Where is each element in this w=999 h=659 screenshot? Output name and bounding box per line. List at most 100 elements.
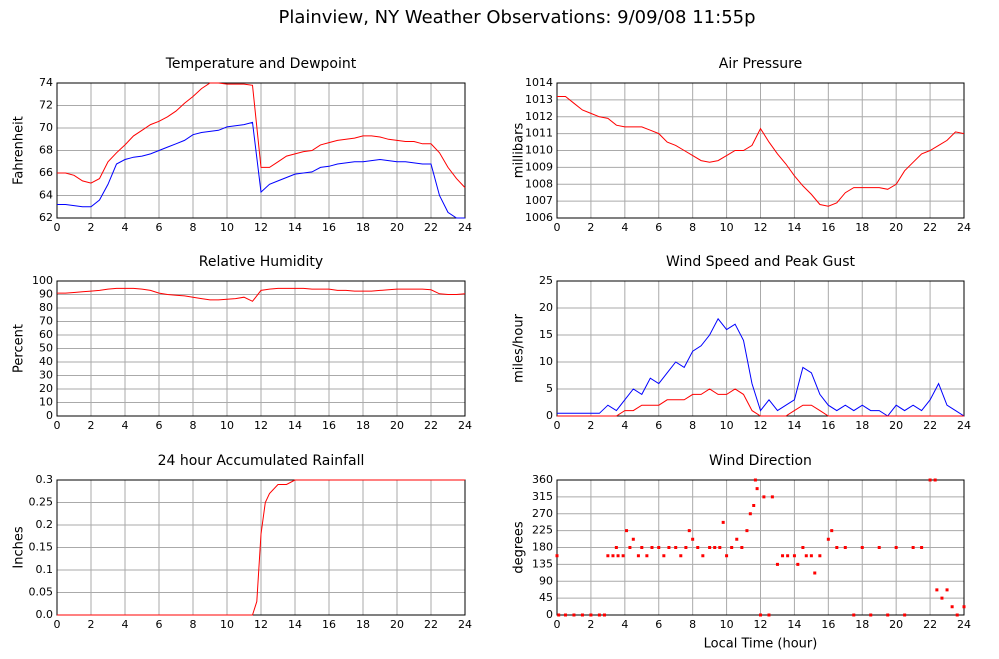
- x-tick-label: 6: [655, 419, 662, 432]
- y-tick-label: 100: [32, 274, 53, 287]
- y-axis-label: degrees: [512, 521, 527, 574]
- y-tick-label: 1009: [525, 160, 553, 173]
- data-line: [57, 479, 465, 616]
- x-tick-label: 4: [122, 419, 129, 432]
- x-tick-label: 8: [190, 618, 197, 631]
- x-tick-label: 6: [655, 618, 662, 631]
- data-line: [57, 82, 466, 188]
- y-tick-label: 1011: [525, 127, 553, 140]
- x-tick-label: 0: [554, 618, 561, 631]
- x-tick-label: 18: [356, 618, 370, 631]
- data-point: [748, 512, 752, 516]
- chart: Temperature and DewpointFahrenheit626466…: [12, 56, 473, 234]
- x-tick-label: 8: [190, 419, 197, 432]
- x-tick-label: 12: [254, 618, 268, 631]
- data-point: [563, 613, 567, 617]
- y-tick-label: 5: [546, 382, 553, 395]
- y-axis-label: miles/hour: [512, 313, 527, 382]
- y-tick-label: 360: [532, 473, 553, 486]
- y-tick-label: 50: [39, 342, 53, 355]
- y-tick-label: 0.0: [36, 608, 54, 621]
- data-point: [792, 554, 796, 558]
- data-point: [886, 613, 890, 617]
- page-title: Plainview, NY Weather Observations: 9/09…: [278, 7, 755, 28]
- y-tick-label: 60: [39, 328, 53, 341]
- data-point: [557, 613, 561, 617]
- x-tick-label: 2: [587, 618, 594, 631]
- data-point: [955, 613, 959, 617]
- x-tick-label: 2: [88, 221, 95, 234]
- data-point: [580, 613, 584, 617]
- y-tick-label: 80: [39, 301, 53, 314]
- x-tick-label: 8: [190, 221, 197, 234]
- y-tick-label: 0.25: [29, 496, 54, 509]
- data-point: [572, 613, 576, 617]
- data-point: [721, 520, 725, 524]
- y-tick-label: 20: [39, 382, 53, 395]
- x-tick-label: 24: [957, 618, 971, 631]
- y-tick-label: 10: [539, 355, 553, 368]
- x-tick-label: 20: [889, 221, 903, 234]
- data-point: [950, 605, 954, 609]
- x-tick-label: 0: [54, 618, 61, 631]
- data-point: [940, 596, 944, 600]
- x-tick-label: 4: [621, 618, 628, 631]
- data-line: [557, 96, 965, 207]
- x-tick-label: 20: [889, 618, 903, 631]
- x-tick-label: 10: [220, 618, 234, 631]
- data-point: [933, 478, 937, 482]
- data-point: [740, 546, 744, 549]
- data-point: [762, 495, 766, 499]
- x-tick-label: 4: [621, 221, 628, 234]
- y-tick-label: 1010: [525, 144, 553, 157]
- y-tick-label: 20: [539, 301, 553, 314]
- x-tick-label: 14: [288, 221, 302, 234]
- y-tick-label: 64: [39, 189, 53, 202]
- y-tick-label: 270: [532, 507, 553, 520]
- data-point: [597, 613, 601, 617]
- data-point: [616, 554, 620, 558]
- y-tick-label: 0: [546, 409, 553, 422]
- data-point: [759, 613, 762, 617]
- data-point: [786, 554, 790, 558]
- data-point: [770, 495, 774, 499]
- x-tick-label: 14: [288, 419, 302, 432]
- x-tick-label: 6: [655, 221, 662, 234]
- x-tick-label: 22: [424, 419, 438, 432]
- x-tick-label: 12: [254, 419, 268, 432]
- data-point: [701, 554, 705, 558]
- chart-title: Relative Humidity: [199, 254, 323, 270]
- x-tick-label: 10: [720, 221, 734, 234]
- chart-title: 24 hour Accumulated Rainfall: [158, 453, 365, 469]
- y-tick-label: 1006: [525, 211, 553, 224]
- x-tick-label: 14: [787, 221, 801, 234]
- y-tick-label: 30: [39, 369, 53, 382]
- data-point: [621, 554, 625, 558]
- data-point: [708, 546, 712, 549]
- data-point: [555, 554, 559, 558]
- x-tick-label: 10: [720, 419, 734, 432]
- y-tick-label: 1014: [525, 76, 553, 89]
- chart-title: Wind Speed and Peak Gust: [666, 254, 855, 270]
- y-tick-label: 135: [532, 557, 553, 570]
- data-point: [684, 546, 688, 549]
- data-point: [645, 554, 649, 558]
- data-point: [781, 554, 785, 558]
- chart: Relative HumidityPercent0102030405060708…: [12, 254, 473, 432]
- x-tick-label: 12: [754, 618, 768, 631]
- x-tick-label: 8: [689, 618, 696, 631]
- x-tick-label: 4: [122, 618, 129, 631]
- data-point: [809, 554, 813, 558]
- chart: 24 hour Accumulated Rainfall Inches 0.0 0.0…: [12, 453, 473, 631]
- x-tick-label: 18: [356, 419, 370, 432]
- x-tick-label: 10: [220, 221, 234, 234]
- y-axis-label: millibars: [512, 123, 527, 179]
- x-axis-label: Local Time (hour): [704, 637, 818, 652]
- y-tick-label: 0: [546, 608, 553, 621]
- y-tick-label: 180: [532, 541, 553, 554]
- x-tick-label: 24: [458, 618, 472, 631]
- data-point: [753, 478, 757, 482]
- x-tick-label: 0: [554, 419, 561, 432]
- data-point: [852, 613, 856, 617]
